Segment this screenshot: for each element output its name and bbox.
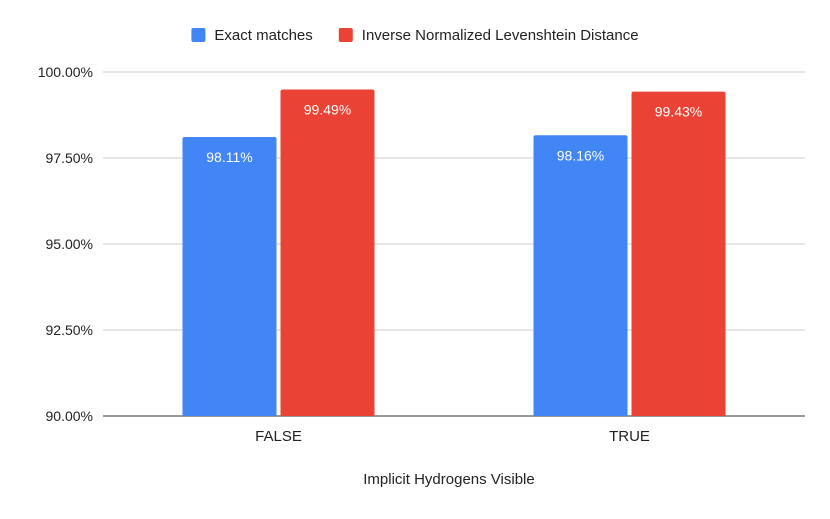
legend-label: Inverse Normalized Levenshtein Distance: [362, 27, 639, 44]
legend-swatch: [191, 28, 206, 42]
bar: [631, 91, 726, 416]
x-axis-title: Implicit Hydrogens Visible: [363, 471, 534, 488]
data-label: 99.49%: [304, 102, 351, 118]
legend-label: Exact matches: [214, 27, 312, 44]
legend-swatch: [338, 28, 353, 42]
bar: [182, 137, 277, 417]
y-tick-label: 95.00%: [46, 236, 93, 252]
y-tick-label: 100.00%: [38, 64, 93, 80]
bars: [182, 89, 726, 417]
legend: Exact matches Inverse Normalized Levensht…: [191, 27, 639, 44]
data-label: 99.43%: [655, 104, 702, 120]
bar: [280, 89, 375, 416]
data-labels: 98.11% 99.49% 98.16% 99.43%: [206, 102, 702, 165]
bar: [533, 135, 628, 416]
data-label: 98.16%: [557, 147, 604, 163]
y-tick-label: 90.00%: [46, 408, 93, 424]
legend-item: Exact matches: [191, 27, 313, 44]
legend-item: Inverse Normalized Levenshtein Distance: [338, 27, 639, 44]
x-tick-label: FALSE: [255, 428, 302, 445]
y-tick-label: 92.50%: [46, 322, 93, 338]
y-axis-tick-labels: 90.00% 92.50% 95.00% 97.50% 100.00%: [38, 64, 93, 424]
x-axis-tick-labels: FALSE TRUE: [255, 428, 650, 445]
data-label: 98.11%: [206, 149, 252, 165]
x-tick-label: TRUE: [609, 428, 650, 445]
y-tick-label: 97.50%: [46, 150, 93, 166]
